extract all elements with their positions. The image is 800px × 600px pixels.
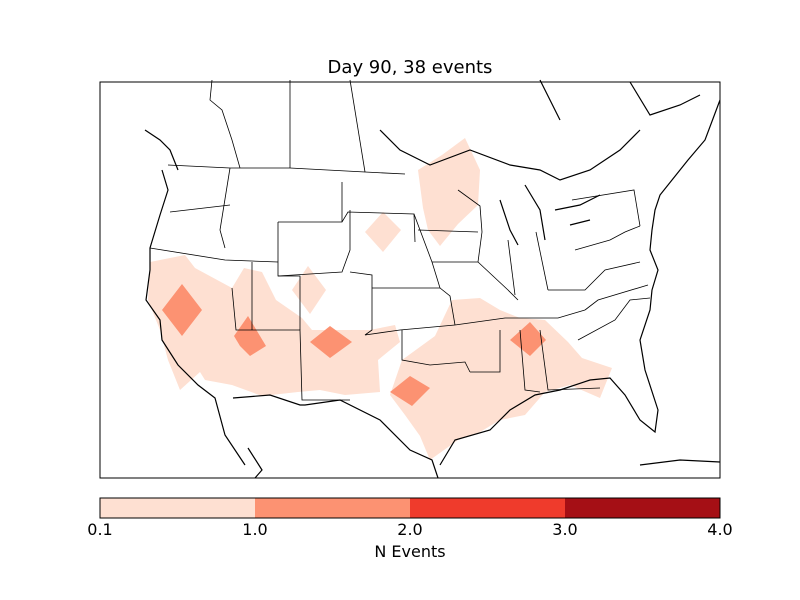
colorbar: [99, 497, 721, 519]
colorbar-frame: [99, 497, 721, 519]
colorbar-bin-3: [410, 498, 565, 518]
colorbar-label: N Events: [374, 542, 446, 561]
colorbar-tick-0: 0.1: [87, 520, 113, 539]
colorbar-bin-2: [255, 498, 410, 518]
colorbar-tick-1: 1.0: [242, 520, 268, 539]
map-title: Day 90, 38 events: [327, 57, 493, 78]
colorbar-tick-2: 2.0: [397, 520, 423, 539]
state-borders: [149, 79, 651, 401]
density-fill-low: [148, 138, 612, 460]
colorbar-tick-4: 4.0: [707, 520, 733, 539]
map-frame: [99, 81, 721, 479]
density-fill-mid: [162, 284, 546, 406]
colorbar-bin-4: [565, 498, 720, 518]
colorbar-bin-1: [100, 498, 255, 518]
coastline-and-border: [144, 79, 721, 479]
colorbar-tick-3: 3.0: [552, 520, 578, 539]
